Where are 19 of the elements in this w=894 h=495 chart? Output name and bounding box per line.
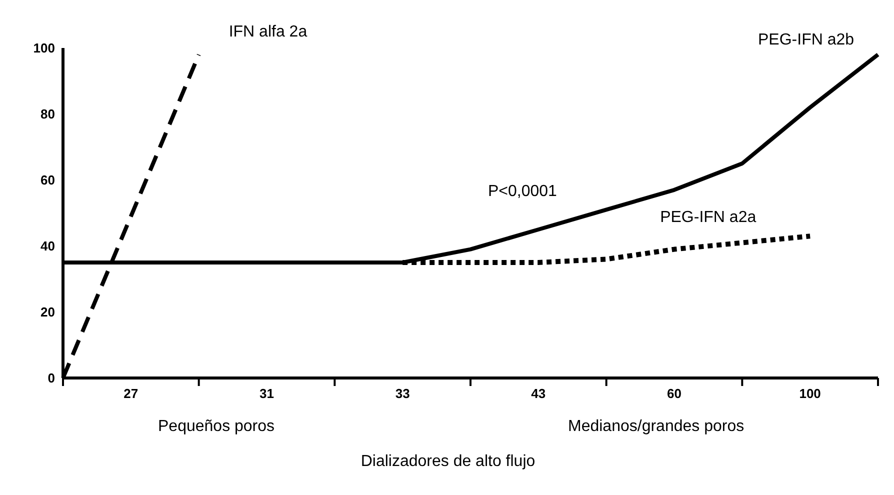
- x-tick-label: 60: [667, 386, 682, 401]
- x-tick-label: 33: [395, 386, 410, 401]
- x-axis-title: Dializadores de alto flujo: [360, 453, 536, 471]
- y-tick-label: 20: [40, 304, 55, 320]
- text: Medianos/grandes poros: [568, 418, 744, 436]
- series-label: PEG-IFN a2a: [660, 209, 756, 226]
- y-tick-label: 40: [40, 238, 55, 254]
- x-tick-label: 100: [799, 386, 821, 401]
- text: IFN alfa 2a: [228, 24, 308, 41]
- x-tick-label: 43: [531, 386, 546, 401]
- y-tick-label: 100: [33, 40, 55, 56]
- y-tick-label: 80: [40, 106, 55, 122]
- text: Pequeños poros: [158, 418, 275, 436]
- x-tick-label: 27: [124, 386, 138, 401]
- y-tick-label: 60: [40, 172, 55, 188]
- x-tick-label: 31: [260, 386, 274, 401]
- series-label: PEG-IFN a2b: [758, 32, 854, 49]
- y-tick-label: 0: [48, 370, 55, 386]
- annotation: P<0,0001: [488, 183, 557, 201]
